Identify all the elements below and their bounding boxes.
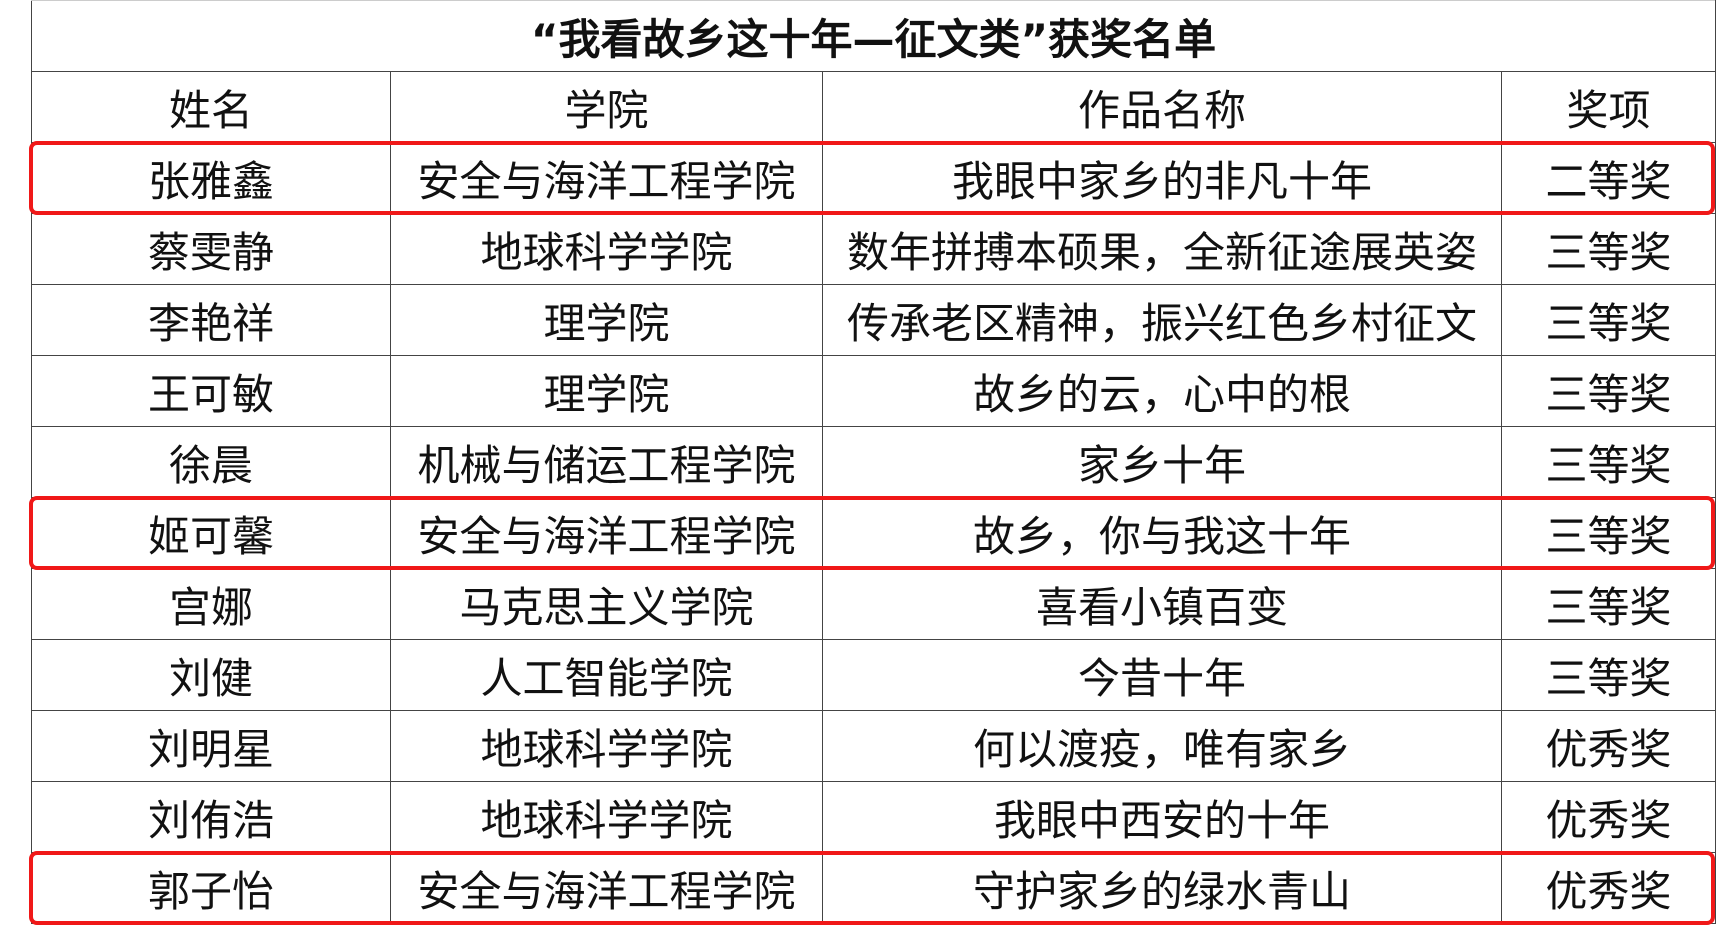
cell-college: 安全与海洋工程学院 bbox=[390, 852, 823, 924]
cell-work-title: 今昔十年 bbox=[822, 639, 1502, 711]
table-row: 李艳祥 理学院 传承老区精神，振兴红色乡村征文 三等奖 bbox=[31, 284, 1717, 356]
cell-name: 姬可馨 bbox=[31, 497, 391, 569]
cell-work-title: 数年拼搏本硕果，全新征途展英姿 bbox=[822, 213, 1502, 285]
cell-award: 三等奖 bbox=[1500, 355, 1717, 427]
cell-college: 安全与海洋工程学院 bbox=[390, 142, 823, 214]
cell-work-title: 故乡的云，心中的根 bbox=[822, 355, 1502, 427]
title-row: “我看故乡这十年—征文类”获奖名单 bbox=[30, 0, 1717, 72]
cell-work-title: 我眼中西安的十年 bbox=[822, 781, 1502, 853]
cell-award: 优秀奖 bbox=[1500, 710, 1717, 782]
cell-work-title: 传承老区精神，振兴红色乡村征文 bbox=[822, 284, 1502, 356]
cell-college: 机械与储运工程学院 bbox=[390, 426, 823, 498]
cell-work-title: 守护家乡的绿水青山 bbox=[822, 852, 1502, 924]
cell-award: 三等奖 bbox=[1500, 284, 1717, 356]
cell-college: 地球科学学院 bbox=[390, 710, 823, 782]
cell-award: 三等奖 bbox=[1500, 426, 1717, 498]
cell-name: 刘健 bbox=[31, 639, 391, 711]
award-list-table: “我看故乡这十年—征文类”获奖名单 姓名 学院 作品名称 奖项 张雅鑫 安全与海洋… bbox=[30, 0, 1717, 924]
table-row: 刘侑浩 地球科学学院 我眼中西安的十年 优秀奖 bbox=[31, 781, 1717, 853]
table-row: 蔡雯静 地球科学学院 数年拼搏本硕果，全新征途展英姿 三等奖 bbox=[31, 213, 1717, 285]
cell-work-title: 何以渡疫，唯有家乡 bbox=[822, 710, 1502, 782]
table-row: 姬可馨 安全与海洋工程学院 故乡，你与我这十年 三等奖 bbox=[31, 497, 1717, 569]
table-row: 张雅鑫 安全与海洋工程学院 我眼中家乡的非凡十年 二等奖 bbox=[31, 142, 1717, 214]
header-row: 姓名 学院 作品名称 奖项 bbox=[31, 71, 1717, 143]
cell-award: 三等奖 bbox=[1500, 497, 1717, 569]
cell-name: 张雅鑫 bbox=[31, 142, 391, 214]
cell-name: 王可敏 bbox=[31, 355, 391, 427]
cell-award: 三等奖 bbox=[1500, 213, 1717, 285]
cell-name: 刘侑浩 bbox=[31, 781, 391, 853]
cell-college: 地球科学学院 bbox=[390, 781, 823, 853]
header-work-title: 作品名称 bbox=[822, 71, 1502, 143]
cell-name: 刘明星 bbox=[31, 710, 391, 782]
cell-work-title: 喜看小镇百变 bbox=[822, 568, 1502, 640]
table-row: 郭子怡 安全与海洋工程学院 守护家乡的绿水青山 优秀奖 bbox=[31, 852, 1717, 924]
cell-work-title: 我眼中家乡的非凡十年 bbox=[822, 142, 1502, 214]
cell-name: 李艳祥 bbox=[31, 284, 391, 356]
cell-award: 三等奖 bbox=[1500, 639, 1717, 711]
cell-work-title: 故乡，你与我这十年 bbox=[822, 497, 1502, 569]
header-college: 学院 bbox=[390, 71, 823, 143]
cell-college: 理学院 bbox=[390, 284, 823, 356]
cell-award: 三等奖 bbox=[1500, 568, 1717, 640]
cell-name: 郭子怡 bbox=[31, 852, 391, 924]
header-award: 奖项 bbox=[1500, 71, 1717, 143]
cell-name: 蔡雯静 bbox=[31, 213, 391, 285]
cell-name: 宫娜 bbox=[31, 568, 391, 640]
cell-college: 理学院 bbox=[390, 355, 823, 427]
header-name: 姓名 bbox=[31, 71, 391, 143]
cell-award: 优秀奖 bbox=[1500, 852, 1717, 924]
cell-college: 马克思主义学院 bbox=[390, 568, 823, 640]
cell-award: 优秀奖 bbox=[1500, 781, 1717, 853]
cell-college: 安全与海洋工程学院 bbox=[390, 497, 823, 569]
table-row: 徐晨 机械与储运工程学院 家乡十年 三等奖 bbox=[31, 426, 1717, 498]
table-row: 刘明星 地球科学学院 何以渡疫，唯有家乡 优秀奖 bbox=[31, 710, 1717, 782]
table-row: 刘健 人工智能学院 今昔十年 三等奖 bbox=[31, 639, 1717, 711]
cell-college: 人工智能学院 bbox=[390, 639, 823, 711]
table-title: “我看故乡这十年—征文类”获奖名单 bbox=[30, 0, 1717, 72]
table-row: 王可敏 理学院 故乡的云，心中的根 三等奖 bbox=[31, 355, 1717, 427]
cell-award: 二等奖 bbox=[1500, 142, 1717, 214]
cell-college: 地球科学学院 bbox=[390, 213, 823, 285]
cell-name: 徐晨 bbox=[31, 426, 391, 498]
table-row: 宫娜 马克思主义学院 喜看小镇百变 三等奖 bbox=[31, 568, 1717, 640]
cell-work-title: 家乡十年 bbox=[822, 426, 1502, 498]
